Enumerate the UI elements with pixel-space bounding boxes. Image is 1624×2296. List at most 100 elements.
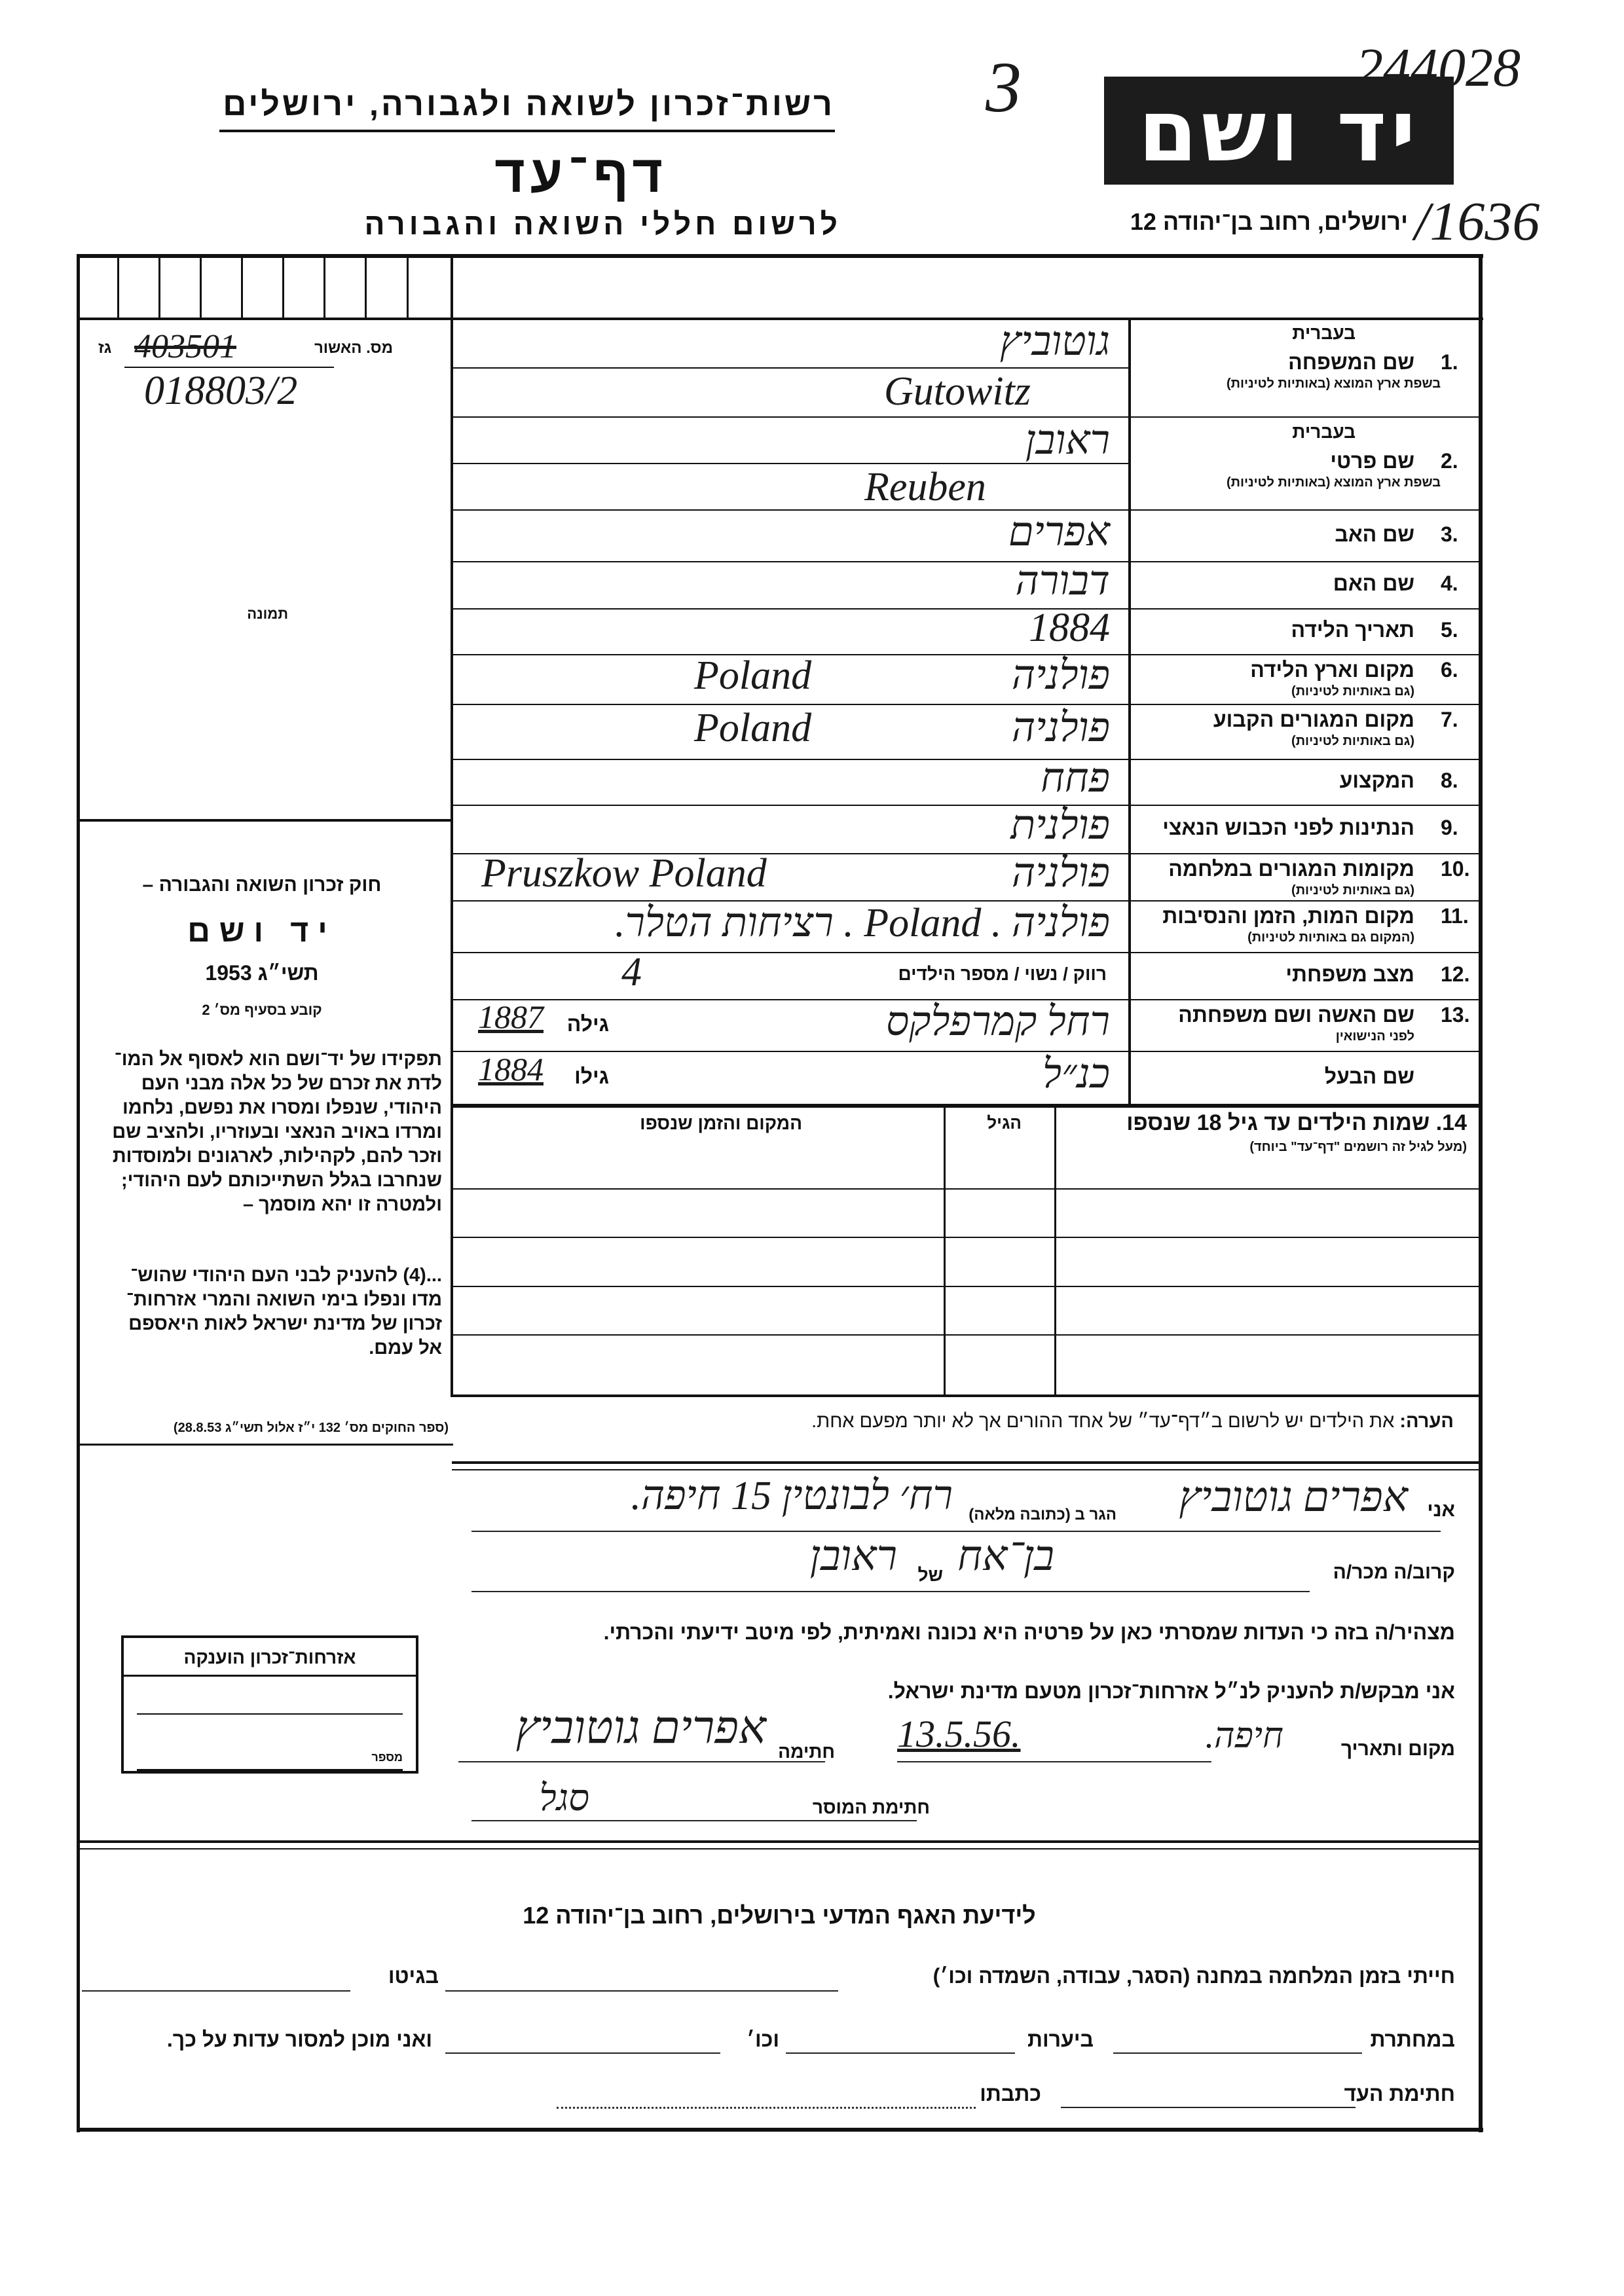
field-value-hebrew[interactable]: 1884 — [1029, 606, 1110, 650]
field-label: מקום המגורים הקבוע — [1213, 708, 1414, 731]
relation-value: בן־אח — [957, 1533, 1054, 1579]
children-header: 14. שמות הילדים עד גיל 18 שנספו (מעל לגי… — [1064, 1110, 1467, 1156]
field-value-hebrew[interactable]: ראובן — [1025, 418, 1110, 463]
field-number: 9. — [1441, 816, 1458, 839]
field-value-hebrew[interactable]: רחל קמרפלקס — [886, 999, 1110, 1044]
field-label: שם האשה ושם משפחתה — [1178, 1003, 1414, 1027]
field-label: הנתינות לפני הכבוש הנאצי — [1162, 816, 1414, 839]
field-number: 10. — [1441, 857, 1470, 881]
yad-vashem-logo: יד ושם — [1104, 77, 1454, 185]
field-printed-options: רווק / נשוי / מספר הילדים — [898, 964, 1107, 984]
field-sublabel: (המקום גם באותיות לטיניות) — [1247, 930, 1414, 945]
children-row — [451, 1334, 1481, 1336]
header-box-divider — [282, 255, 284, 318]
certificate-label: מס. האשור — [314, 339, 393, 357]
form-subtitle: לרשום חללי השואה והגבורה — [364, 207, 841, 241]
law-text-line: לדת את זכרם של כל אלה מבני העם — [141, 1073, 442, 1094]
witness-line3-b: כתבתו — [980, 2082, 1041, 2105]
field-value-hebrew[interactable]: אפרים — [1008, 509, 1110, 555]
ghetto-input[interactable] — [82, 1990, 350, 1992]
field-value-latin[interactable]: Poland — [694, 706, 812, 750]
field-number: 8. — [1441, 769, 1458, 792]
field-value-hebrew[interactable]: פולניה — [1011, 706, 1110, 750]
field-value-hebrew[interactable]: 4 — [621, 950, 642, 994]
children-number: 14. — [1435, 1110, 1467, 1135]
field-divider — [452, 900, 1481, 902]
place-date-label: מקום ותאריך — [1340, 1738, 1455, 1760]
law-text-line: מדו ונפלו בימי השואה והמרי אזרחות־ — [126, 1289, 442, 1310]
field-number: 13. — [1441, 1003, 1470, 1027]
field-value-latin[interactable]: Poland — [694, 653, 812, 698]
witness-line2-a: במחתרת — [1370, 2028, 1455, 2051]
field-value-hebrew[interactable]: גוטוביץ — [999, 319, 1110, 364]
header-box-divider — [200, 255, 202, 318]
field-divider — [452, 805, 1481, 806]
other-input[interactable] — [445, 2052, 720, 2054]
children-sublabel: (מעל לגיל זה רושמים "דף־עד" ביוחד) — [1249, 1140, 1467, 1154]
header-box-divider — [407, 255, 409, 318]
recorder-signature-label: חתימת המוסר — [812, 1797, 930, 1817]
field-label: מקום וארץ הלידה — [1250, 658, 1414, 682]
field-number: 3. — [1441, 522, 1458, 546]
law-text-line: ומרדו באויב הנאצי ובעוזריו, ולהציב שם — [112, 1121, 442, 1142]
relation-of-value: ראובן — [809, 1533, 897, 1579]
file-number: /1636 — [1414, 191, 1540, 252]
organization-name: רשות־זכרון לשואה ולגבורה, ירושלים — [223, 86, 835, 122]
field-divider — [452, 759, 1481, 760]
field-value-hebrew[interactable]: פחח — [1041, 756, 1110, 801]
field-sublabel: (גם באותיות לטיניות) — [1291, 734, 1414, 748]
children-col-age: הגיל — [987, 1113, 1022, 1133]
age-value[interactable]: 1884 — [478, 1050, 544, 1087]
field-value-hebrew[interactable]: דבורה — [1015, 559, 1110, 604]
relation-label: קרוב/ה מכר/ה — [1333, 1561, 1455, 1583]
field-divider — [452, 608, 1481, 610]
field-divider — [452, 1051, 1481, 1052]
law-clause: קובע בסעיף מס׳ 2 — [202, 1002, 322, 1018]
law-text-line: ולמטרה זו יהא מוסמך – — [243, 1194, 442, 1215]
field-divider — [452, 704, 1481, 705]
address: ירושלים, רחוב בן־יהודה 12 — [1130, 208, 1408, 235]
children-col-place: המקום והזמן שנספו — [640, 1113, 802, 1133]
field-divider — [452, 509, 1481, 511]
field-value-latin[interactable]: Reuben — [864, 465, 986, 509]
field-label: שם האב — [1335, 522, 1414, 546]
age-value[interactable]: 1887 — [478, 998, 544, 1035]
underground-input[interactable] — [1113, 2052, 1362, 2054]
law-name: יד ושם — [187, 914, 337, 949]
field-subdivider — [452, 367, 1130, 369]
citizenship-box-number-label: מספר — [371, 1751, 403, 1764]
field-value-hebrew[interactable]: פולניה . Poland . רציחות הטלר. — [614, 900, 1110, 945]
camp-input[interactable] — [445, 1990, 838, 1992]
children-row — [451, 1237, 1481, 1238]
hebrew-marker: בעברית — [1292, 422, 1356, 442]
field-number: 12. — [1441, 962, 1470, 986]
field-value-latin[interactable]: Gutowitz — [884, 369, 1031, 414]
forests-input[interactable] — [786, 2052, 1015, 2054]
law-text-line: שנחרבו בגלל השתייכותם לעם היהודי; — [121, 1170, 442, 1191]
field-label: מקום המות, הזמן והנסיבות — [1162, 904, 1414, 928]
field-value-hebrew[interactable]: פולנית — [1010, 803, 1110, 848]
citizenship-box-title: אזרחות־זכרון הוענקה — [124, 1638, 416, 1677]
children-row — [451, 1188, 1481, 1190]
lives-label: הגר ב (כתובה מלאה) — [969, 1506, 1116, 1523]
field-value-hebrew[interactable]: כנ״ל — [1042, 1051, 1110, 1097]
declarant-label: אני — [1427, 1499, 1455, 1521]
field-value-hebrew[interactable]: פולניה — [1011, 851, 1110, 896]
field-label: שם הבעל — [1324, 1064, 1414, 1088]
field-number: 6. — [1441, 658, 1458, 682]
header-box-divider — [323, 255, 325, 318]
field-number: 5. — [1441, 618, 1458, 642]
witness-line3-a: חתימת העד — [1344, 2082, 1455, 2105]
field-value-hebrew[interactable]: פולניה — [1011, 653, 1110, 698]
field-label: שם פרטי — [1330, 449, 1414, 473]
field-sublabel: (גם באותיות לטיניות) — [1291, 684, 1414, 699]
witness-signature-input[interactable] — [1061, 2107, 1356, 2108]
field-label: תאריך הלידה — [1291, 618, 1414, 642]
field-value-latin[interactable]: Pruszkow Poland — [481, 851, 767, 896]
header-box-divider — [241, 255, 243, 318]
law-citation: (ספר החוקים מס׳ 132 י״ז אלול תשי״ג 28.8.… — [173, 1421, 449, 1435]
law-text-line: וזכר להם, לקהילות, לארגונים ולמוסדות — [112, 1146, 442, 1167]
place-value: חיפה. — [1205, 1716, 1283, 1755]
field-sublabel: לפני הנישואין — [1335, 1029, 1414, 1044]
witness-address-input[interactable] — [557, 2107, 976, 2109]
